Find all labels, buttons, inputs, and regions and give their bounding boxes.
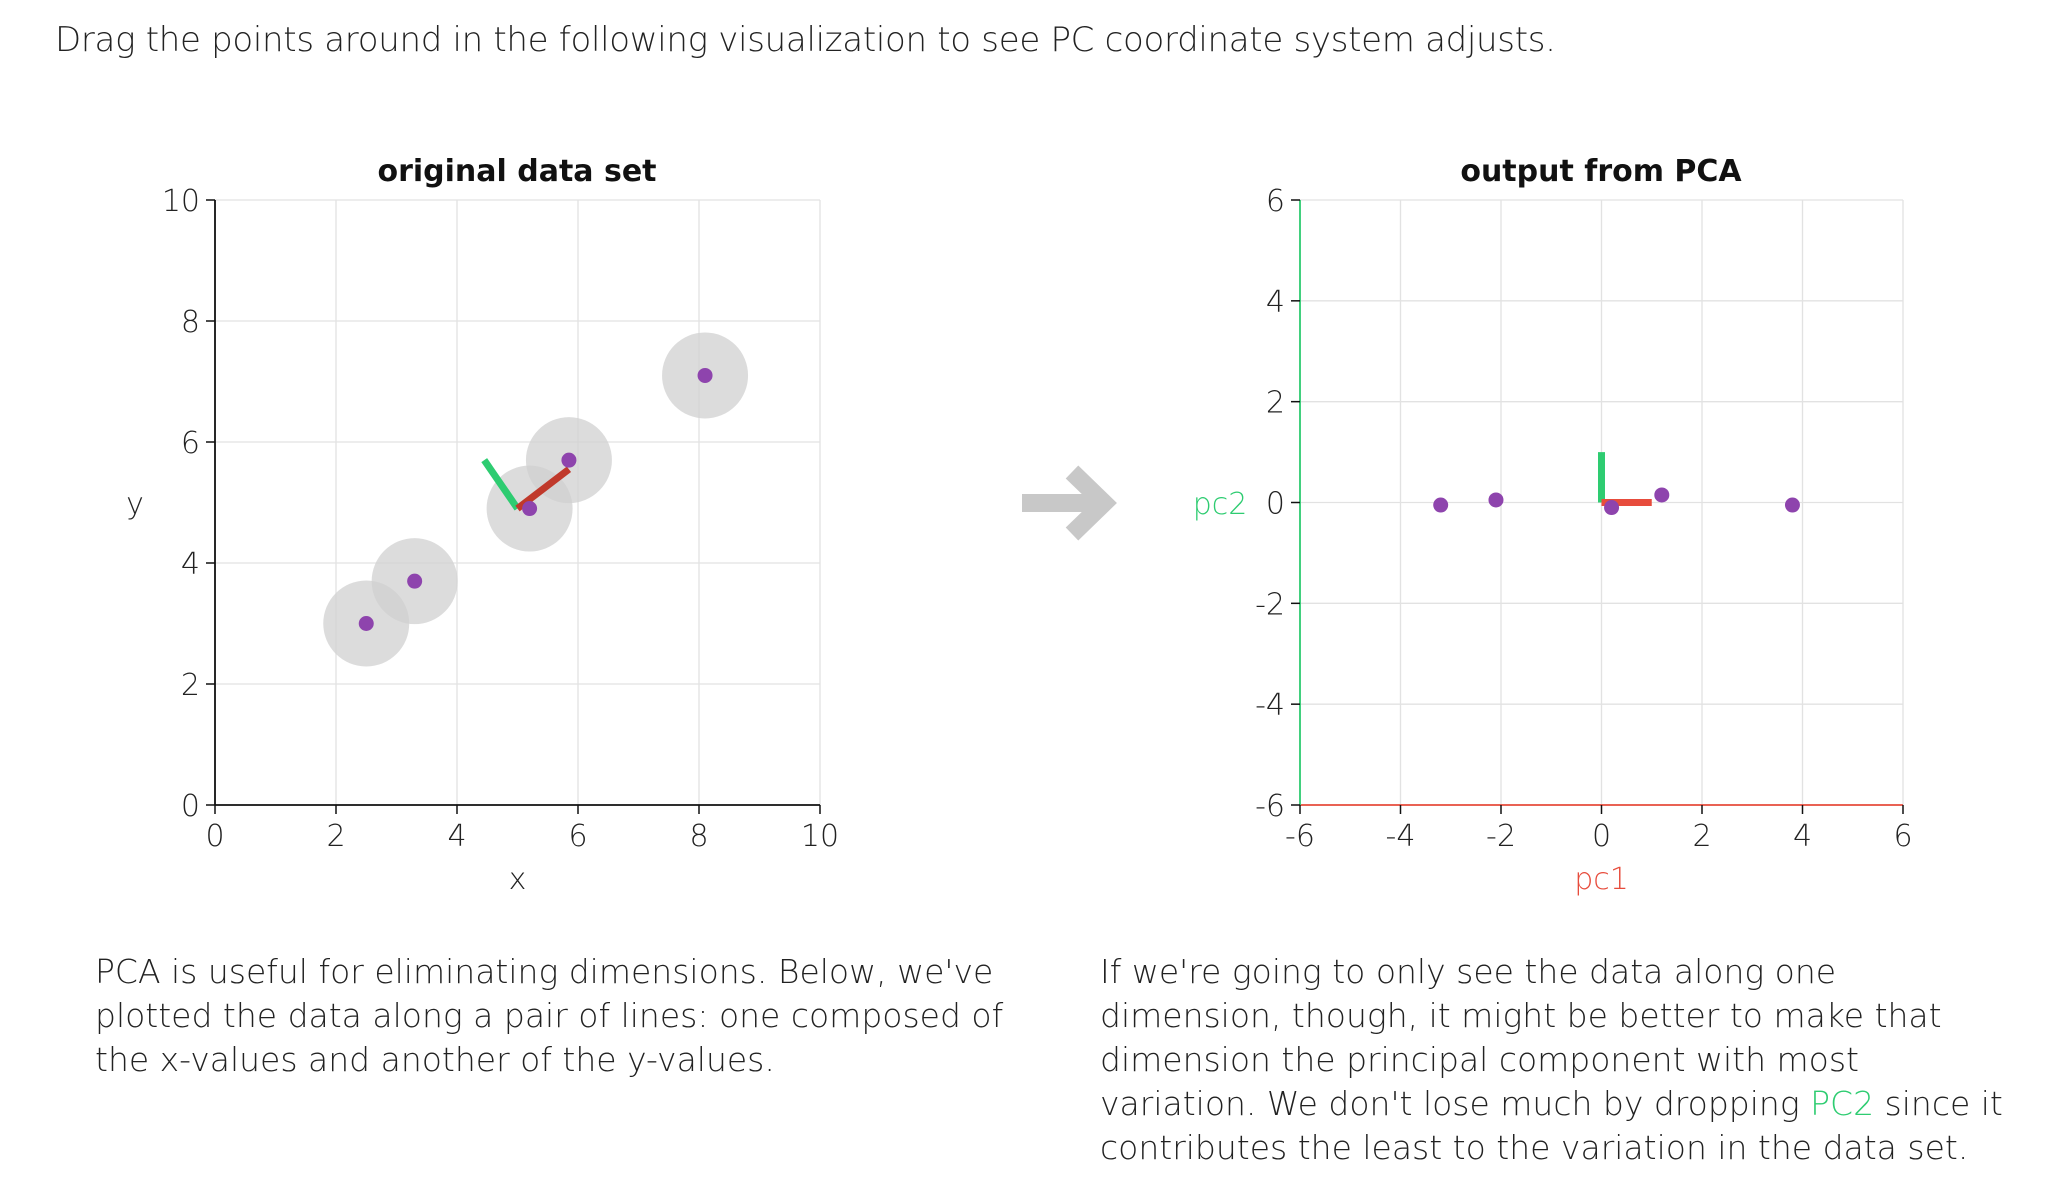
data-point <box>1654 487 1670 503</box>
x-tick-label: -6 <box>1285 819 1315 854</box>
y-tick-label: 8 <box>181 305 200 340</box>
x-tick-label: -2 <box>1486 819 1516 854</box>
x-tick-label: 2 <box>326 819 345 854</box>
y-tick-label: 0 <box>1266 487 1285 522</box>
data-point[interactable] <box>561 452 577 468</box>
data-point <box>1784 497 1800 513</box>
pca-output-chart: -6 -4 -2 0 2 4 6 -6 -4 -2 0 2 4 6 output from PCA pc1 pc… <box>1193 154 1913 897</box>
y-tick-label: 6 <box>181 426 200 461</box>
chart-title: output from PCA <box>1460 154 1742 189</box>
pc2-highlight: PC2 <box>1810 1084 1875 1123</box>
x-tick-label: -4 <box>1386 819 1416 854</box>
data-point <box>1488 492 1504 508</box>
y-tick-label: 6 <box>1266 184 1285 219</box>
data-point <box>1604 500 1620 516</box>
explanation-right-end: since it contributes the least to the va… <box>1100 1084 2003 1167</box>
y-tick-label: -4 <box>1255 688 1285 723</box>
y-tick-label: 0 <box>181 789 200 824</box>
y-tick-label: 4 <box>181 547 200 582</box>
x-tick-label: 10 <box>801 819 839 854</box>
y-tick-label: -6 <box>1255 789 1285 824</box>
data-point[interactable] <box>522 501 538 517</box>
explanation-left: PCA is useful for eliminating dimensions… <box>95 952 1004 1079</box>
x-tick-label: 6 <box>1893 819 1912 854</box>
pc2-axis-segment <box>481 458 521 511</box>
chart-title: original data set <box>377 154 656 189</box>
original-data-chart: 0 2 4 6 8 10 0 2 4 6 8 10 original data set x y <box>126 154 839 897</box>
intro-text: Drag the points around in the following … <box>55 20 1556 60</box>
x-tick-label: 6 <box>568 819 587 854</box>
y-tick-label: 10 <box>162 184 200 219</box>
explanation-right: If we're going to only see the data alon… <box>1100 950 2020 1170</box>
y-tick-label: 4 <box>1266 285 1285 320</box>
x-tick-label: 8 <box>689 819 708 854</box>
visualization: 0 2 4 6 8 10 0 2 4 6 8 10 original data set x y -6 -4 -2… <box>126 154 1913 897</box>
data-point[interactable] <box>407 573 423 589</box>
x-tick-label: 0 <box>1592 819 1611 854</box>
y-axis-label: y <box>126 487 144 522</box>
x-tick-label: 2 <box>1692 819 1711 854</box>
x-axis-label: pc1 <box>1574 862 1629 897</box>
data-point[interactable] <box>358 616 374 631</box>
x-axis-label: x <box>509 862 527 897</box>
grid-lines <box>214 199 821 806</box>
x-tick-label: 0 <box>205 819 224 854</box>
explanation-right-start: If we're going to only see the data alon… <box>1100 952 1942 1123</box>
x-tick-label: 4 <box>1793 819 1812 854</box>
data-point <box>1433 497 1449 513</box>
y-axis-label: pc2 <box>1193 487 1248 522</box>
x-tick-label: 4 <box>447 819 466 854</box>
data-point[interactable] <box>697 367 713 383</box>
y-tick-label: 2 <box>181 668 200 703</box>
y-tick-label: -2 <box>1255 587 1285 622</box>
y-tick-label: 2 <box>1266 386 1285 421</box>
right-arrow-icon <box>1022 465 1117 541</box>
